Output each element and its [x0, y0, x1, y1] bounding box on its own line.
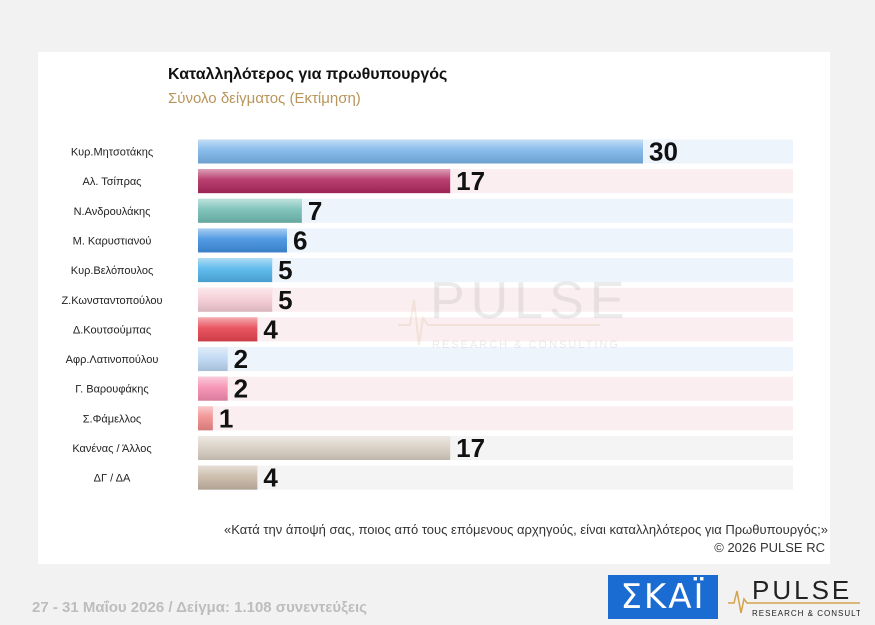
bar [198, 287, 273, 312]
value-label: 4 [263, 463, 278, 493]
category-label: Αλ. Τσίπρας [82, 176, 141, 188]
bar [198, 406, 213, 431]
value-label: 2 [234, 374, 248, 404]
category-label: Κυρ.Βελόπουλος [71, 265, 154, 277]
watermark-brand: PULSE [430, 272, 631, 330]
value-label: 1 [219, 403, 233, 433]
value-label: 4 [263, 314, 278, 344]
row-background [198, 465, 793, 490]
value-label: 7 [308, 196, 322, 226]
bar-gloss [198, 465, 258, 490]
skai-logo-text: ΣΚΑΪ [620, 577, 706, 617]
bar [198, 198, 302, 223]
bar-gloss [198, 376, 228, 401]
category-label: Σ.Φάμελλος [83, 413, 142, 425]
chart-title: Καταλληλότερος για πρωθυπουργός [168, 66, 448, 83]
category-label: Ζ.Κωνσταντοπούλου [61, 295, 162, 307]
skai-logo: ΣΚΑΪ [608, 575, 718, 619]
value-label: 2 [234, 344, 248, 374]
category-label: Κανένας / Άλλος [72, 443, 151, 455]
bar-gloss [198, 258, 273, 283]
bar [198, 258, 273, 283]
copyright-note: © 2026 PULSE RC [714, 540, 825, 555]
row-background [198, 376, 793, 401]
bar-gloss [198, 406, 213, 431]
bar [198, 436, 451, 460]
bar [198, 376, 228, 401]
category-label: Δ.Κουτσούμπας [73, 324, 151, 336]
value-label: 17 [456, 166, 485, 196]
watermark-tagline: RESEARCH & CONSULTING [432, 339, 620, 351]
bar [198, 228, 287, 253]
row-background [198, 406, 793, 431]
survey-question: «Κατά την άποψή σας, ποιος από τους επόμ… [224, 522, 828, 537]
value-label: 17 [456, 433, 485, 463]
row-background [198, 317, 793, 342]
category-label: Γ. Βαρουφάκης [75, 384, 148, 396]
category-label: Αφρ.Λατινοπούλου [66, 354, 159, 366]
bar [198, 139, 643, 164]
bar-gloss [198, 317, 258, 342]
pulse-logo: PULSE RESEARCH & CONSULTING [728, 575, 860, 618]
row-background [198, 347, 793, 372]
category-label: Κυρ.Μητσοτάκης [71, 147, 153, 159]
bars [198, 139, 643, 490]
category-labels: Κυρ.Μητσοτάκης Αλ. Τσίπρας Ν.Ανδρουλάκης Μ.… [61, 147, 162, 485]
bar-gloss [198, 139, 643, 164]
row-background [198, 287, 793, 312]
bar-gloss [198, 169, 451, 194]
value-label: 30 [649, 137, 678, 167]
survey-footer: 27 - 31 Μαΐου 2026 / Δείγμα: 1.108 συνεν… [32, 599, 367, 616]
value-label: 5 [278, 255, 292, 285]
category-label: Ν.Ανδρουλάκης [74, 206, 151, 218]
bar-gloss [198, 436, 451, 460]
pulse-logo-tagline: RESEARCH & CONSULTING [752, 609, 860, 618]
category-label: Μ. Καρυστιανού [73, 235, 152, 247]
row-background [198, 258, 793, 283]
bar-gloss [198, 228, 287, 253]
value-label: 6 [293, 225, 307, 255]
bar [198, 169, 451, 194]
watermark-pulse-line [398, 299, 600, 346]
pulse-logo-line [728, 590, 860, 614]
bar-gloss [198, 347, 228, 372]
bar-gloss [198, 287, 273, 312]
chart-subtitle: Σύνολο δείγματος (Εκτίμηση) [168, 90, 361, 107]
category-label: ΔΓ / ΔΑ [94, 473, 131, 485]
bar [198, 317, 258, 342]
value-label: 5 [278, 285, 292, 315]
pulse-logo-text: PULSE [752, 575, 852, 605]
row-background [198, 228, 793, 253]
pulse-watermark: PULSE RESEARCH & CONSULTING [398, 272, 631, 351]
bar [198, 465, 258, 490]
bar [198, 347, 228, 372]
bar-gloss [198, 198, 302, 223]
